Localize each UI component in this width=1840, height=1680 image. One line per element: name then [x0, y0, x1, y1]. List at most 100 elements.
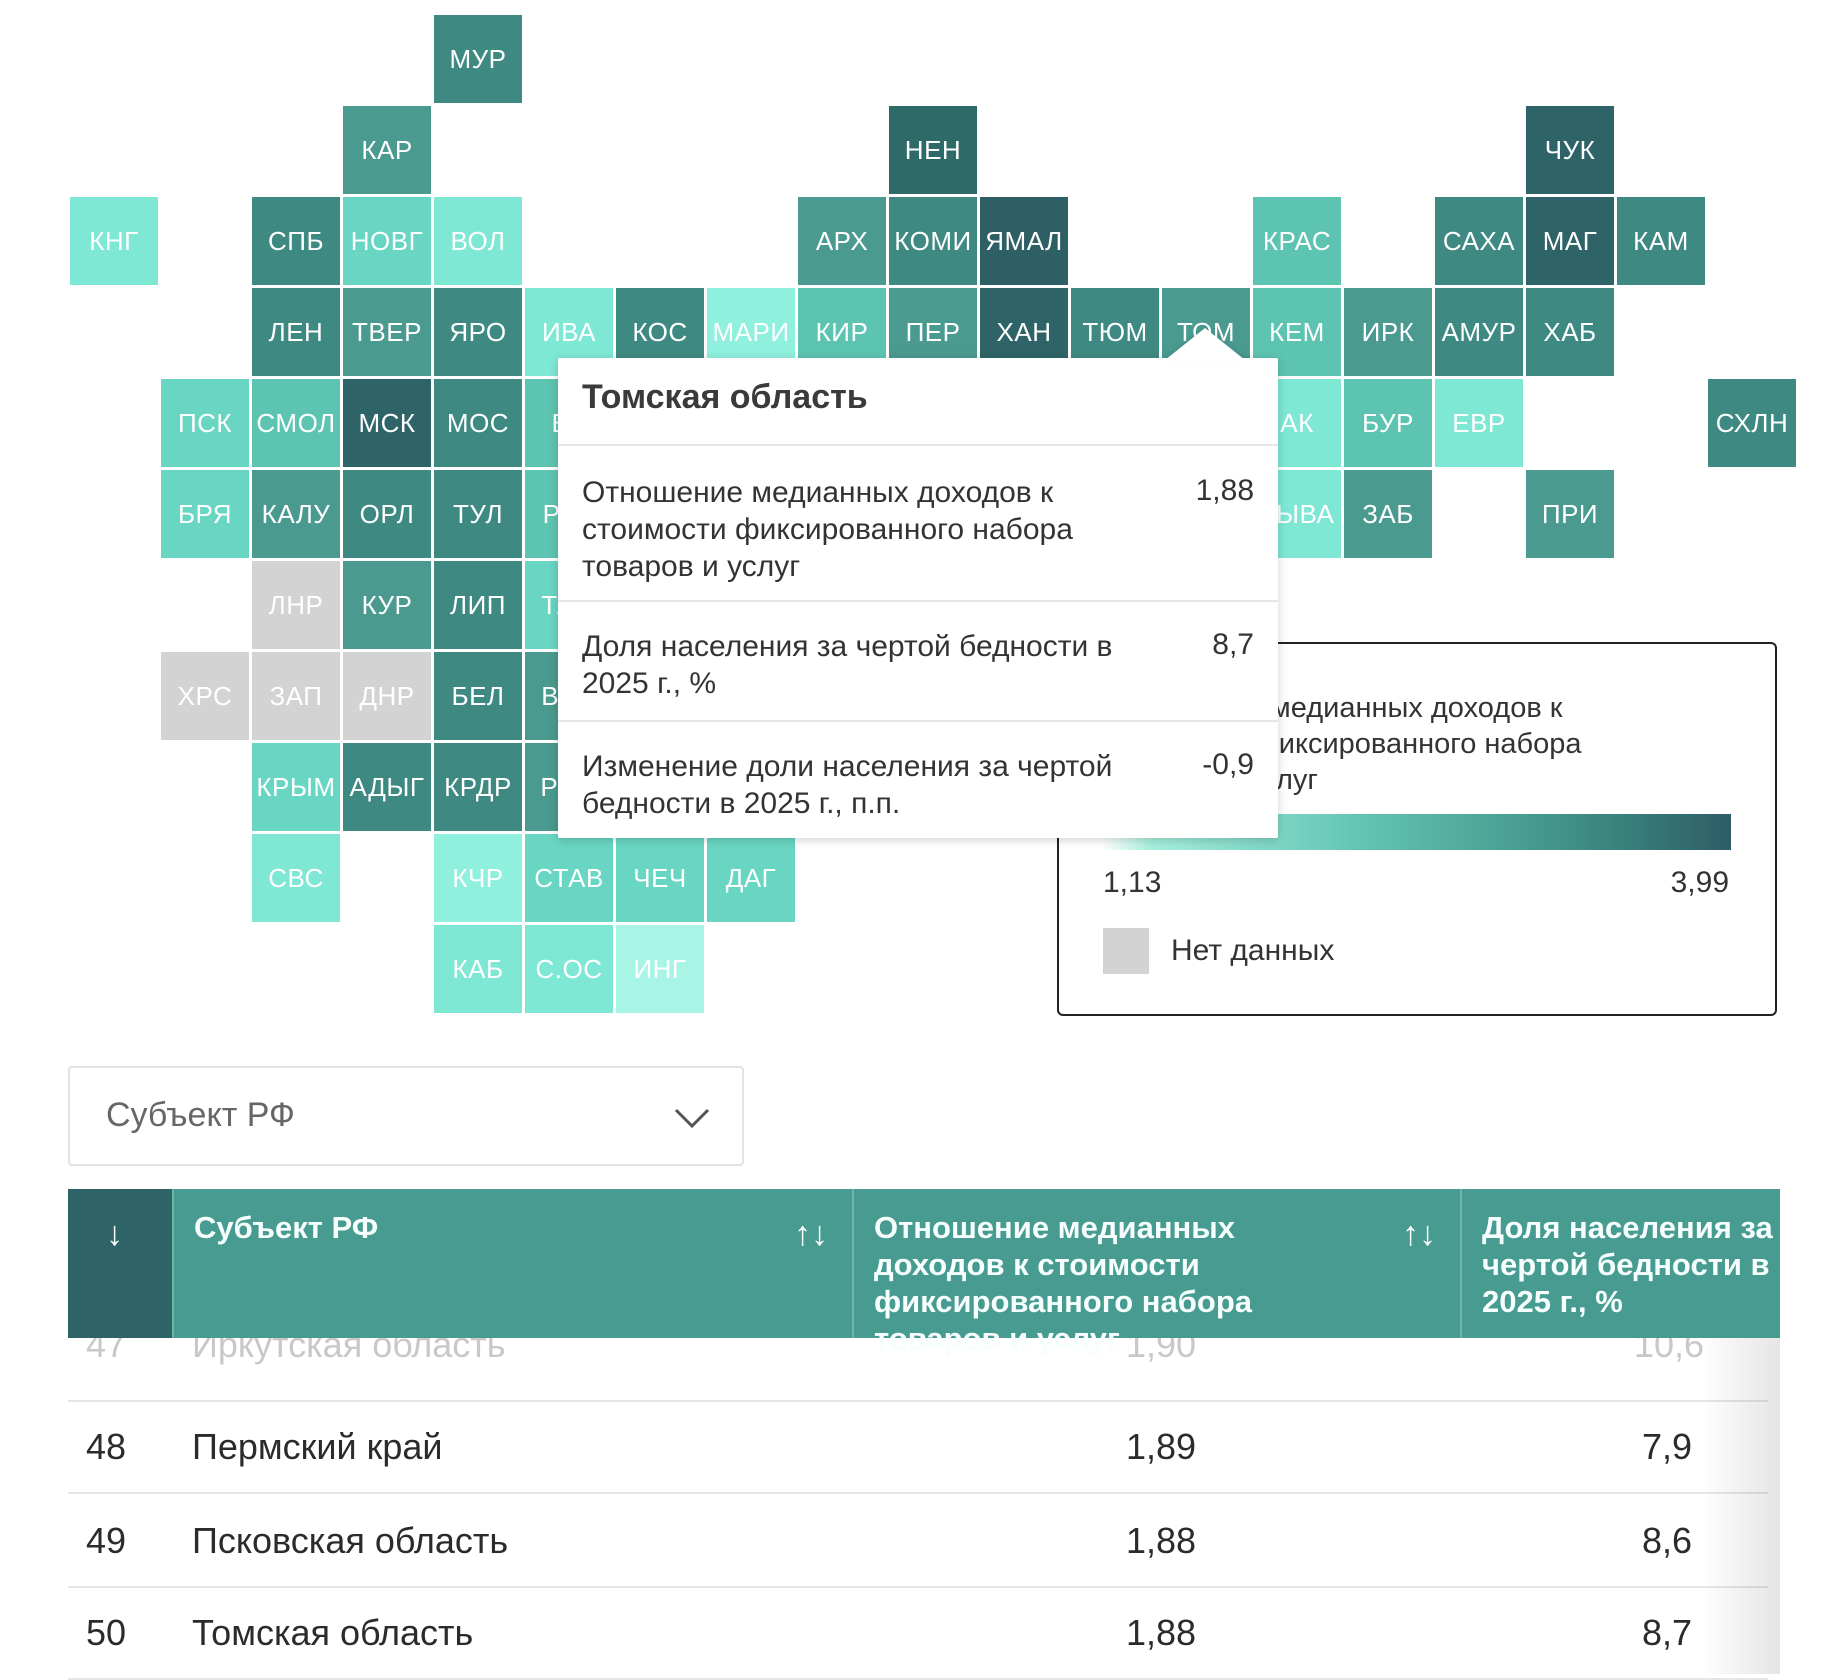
- region-tile-ирк[interactable]: ИРК: [1344, 288, 1432, 376]
- region-tile-маг[interactable]: МАГ: [1526, 197, 1614, 285]
- region-tile-лен[interactable]: ЛЕН: [252, 288, 340, 376]
- region-tile-крас[interactable]: КРАС: [1253, 197, 1341, 285]
- region-tile-с.ос[interactable]: С.ОС: [525, 925, 613, 1013]
- region-tile-адыг[interactable]: АДЫГ: [343, 743, 431, 831]
- tooltip-divider: [558, 600, 1278, 602]
- table-row[interactable]: 48 Пермский край 1,89 7,9: [68, 1400, 1768, 1494]
- region-tile-смол[interactable]: СМОЛ: [252, 379, 340, 467]
- region-tile-яро[interactable]: ЯРО: [434, 288, 522, 376]
- row-ratio: 1,88: [1126, 1520, 1197, 1561]
- region-tile-саха[interactable]: САХА: [1435, 197, 1523, 285]
- region-tile-бур[interactable]: БУР: [1344, 379, 1432, 467]
- region-select[interactable]: Субъект РФ: [68, 1066, 744, 1166]
- poverty-header-label: Доля населения за чертой бедности в 2025…: [1482, 1210, 1773, 1319]
- tooltip-label-poverty: Доля населения за чертой бедности в 2025…: [582, 630, 1113, 700]
- region-tile-кар[interactable]: КАР: [343, 106, 431, 194]
- region-tile-каб[interactable]: КАБ: [434, 925, 522, 1013]
- ratio-column-header[interactable]: Отношение медианных доходов к стоимости …: [852, 1189, 1460, 1356]
- row-ratio: 1,89: [1126, 1426, 1197, 1467]
- region-tile-новг[interactable]: НОВГ: [343, 197, 431, 285]
- no-data-label: Нет данных: [1171, 934, 1335, 967]
- row-region: Пермский край: [192, 1426, 443, 1467]
- region-tile-при[interactable]: ПРИ: [1526, 470, 1614, 558]
- region-tile-кам[interactable]: КАМ: [1617, 197, 1705, 285]
- row-region: Томская область: [192, 1612, 474, 1653]
- tooltip-value-change: -0,9: [1202, 748, 1254, 781]
- no-data-swatch: [1103, 928, 1149, 974]
- region-tile-став[interactable]: СТАВ: [525, 834, 613, 922]
- region-tile-даг[interactable]: ДАГ: [707, 834, 795, 922]
- region-tile-кнг[interactable]: КНГ: [70, 197, 158, 285]
- legend-min: 1,13: [1103, 866, 1162, 899]
- row-rank: 49: [86, 1520, 127, 1561]
- row-rank: 48: [86, 1426, 127, 1467]
- region-tile-зап[interactable]: ЗАП: [252, 652, 340, 740]
- sort-toggle-icon: ↑↓: [794, 1215, 828, 1253]
- region-tile-пск[interactable]: ПСК: [161, 379, 249, 467]
- region-tile-нен[interactable]: НЕН: [889, 106, 977, 194]
- table-row[interactable]: 49 Псковская область 1,88 8,6: [68, 1494, 1768, 1588]
- region-tile-тул[interactable]: ТУЛ: [434, 470, 522, 558]
- region-tile-мос[interactable]: МОС: [434, 379, 522, 467]
- row-poverty: 8,7: [1642, 1612, 1693, 1653]
- region-tile-кем[interactable]: КЕМ: [1253, 288, 1341, 376]
- region-tile-свс[interactable]: СВС: [252, 834, 340, 922]
- row-poverty: 8,6: [1642, 1520, 1693, 1561]
- tooltip-value-ratio: 1,88: [1195, 474, 1254, 507]
- region-tile-хрс[interactable]: ХРС: [161, 652, 249, 740]
- region-tile-калу[interactable]: КАЛУ: [252, 470, 340, 558]
- region-tile-орл[interactable]: ОРЛ: [343, 470, 431, 558]
- sort-desc-icon: ↓: [106, 1215, 123, 1253]
- row-ratio: 1,90: [1126, 1338, 1197, 1365]
- tooltip-divider: [558, 720, 1278, 722]
- ratio-header-label: Отношение медианных доходов к стоимости …: [874, 1210, 1253, 1356]
- tooltip-value-poverty: 8,7: [1212, 628, 1254, 661]
- tooltip-divider: [558, 444, 1278, 446]
- region-tile-спб[interactable]: СПБ: [252, 197, 340, 285]
- region-tile-бел[interactable]: БЕЛ: [434, 652, 522, 740]
- row-ratio: 1,88: [1126, 1612, 1197, 1653]
- region-tile-коми[interactable]: КОМИ: [889, 197, 977, 285]
- region-tile-бря[interactable]: БРЯ: [161, 470, 249, 558]
- table-row[interactable]: 47 Иркутская область 1,90 10,6: [68, 1338, 1768, 1402]
- region-tile-вол[interactable]: ВОЛ: [434, 197, 522, 285]
- region-tile-чеч[interactable]: ЧЕЧ: [616, 834, 704, 922]
- region-tile-инг[interactable]: ИНГ: [616, 925, 704, 1013]
- legend-max: 3,99: [1670, 866, 1729, 899]
- region-tile-амур[interactable]: АМУР: [1435, 288, 1523, 376]
- region-tile-кур[interactable]: КУР: [343, 561, 431, 649]
- region-column-header[interactable]: Субъект РФ ↑↓: [172, 1189, 852, 1338]
- region-tile-кчр[interactable]: КЧР: [434, 834, 522, 922]
- region-tile-мур[interactable]: МУР: [434, 15, 522, 103]
- region-tile-лип[interactable]: ЛИП: [434, 561, 522, 649]
- tooltip-label-change: Изменение доли населения за чертой бедно…: [582, 750, 1113, 820]
- poverty-column-header[interactable]: Доля населения за чертой бедности в 2025…: [1460, 1189, 1780, 1338]
- region-tile-арх[interactable]: АРХ: [798, 197, 886, 285]
- region-tile-ямал[interactable]: ЯМАЛ: [980, 197, 1068, 285]
- tooltip-title: Томская область: [582, 378, 868, 416]
- tile-map: МУР КАР НЕН ЧУК КНГ СПБ НОВГ ВОЛ АРХ КОМИ ЯМАЛ КРАС…: [70, 15, 1796, 1013]
- region-tile-заб[interactable]: ЗАБ: [1344, 470, 1432, 558]
- region-tooltip: Томская область Отношение медианных дохо…: [558, 328, 1278, 838]
- row-region: Псковская область: [192, 1520, 509, 1561]
- table-row[interactable]: 50 Томская область 1,88 8,7: [68, 1586, 1768, 1680]
- region-select-label: Субъект РФ: [106, 1096, 295, 1134]
- region-tile-схлн[interactable]: СХЛН: [1708, 379, 1796, 467]
- region-tile-хаб[interactable]: ХАБ: [1526, 288, 1614, 376]
- region-tile-крым[interactable]: КРЫМ: [252, 743, 340, 831]
- region-tile-чук[interactable]: ЧУК: [1526, 106, 1614, 194]
- table-header: ↓ Субъект РФ ↑↓ Отношение медианных дохо…: [68, 1189, 1780, 1356]
- region-tile-мск[interactable]: МСК: [343, 379, 431, 467]
- region-tile-евр[interactable]: ЕВР: [1435, 379, 1523, 467]
- region-tile-днр[interactable]: ДНР: [343, 652, 431, 740]
- tooltip-arrow: [1165, 328, 1245, 360]
- rank-column-header[interactable]: ↓: [68, 1189, 172, 1338]
- region-tile-лнр[interactable]: ЛНР: [252, 561, 340, 649]
- region-tile-крдр[interactable]: КРДР: [434, 743, 522, 831]
- row-rank: 47: [86, 1338, 127, 1365]
- region-tile-твер[interactable]: ТВЕР: [343, 288, 431, 376]
- chevron-down-icon: [674, 1108, 710, 1129]
- row-region: Иркутская область: [192, 1338, 506, 1365]
- row-poverty: 10,6: [1634, 1338, 1705, 1365]
- row-rank: 50: [86, 1612, 127, 1653]
